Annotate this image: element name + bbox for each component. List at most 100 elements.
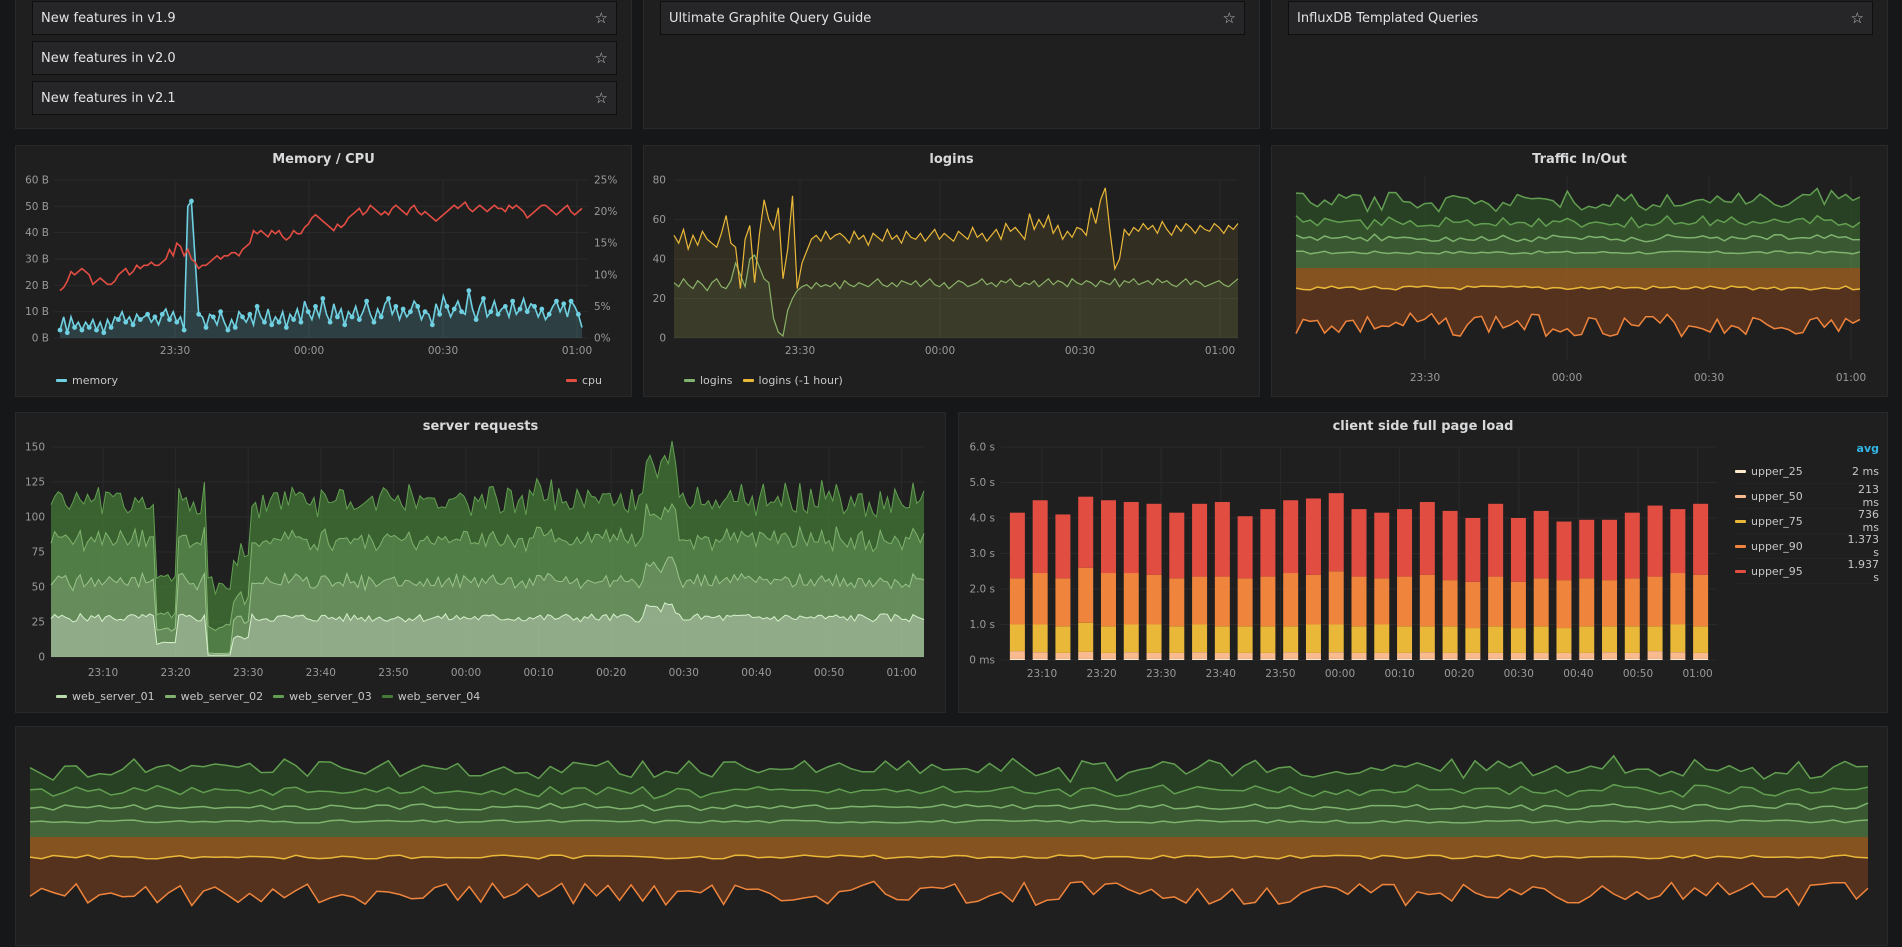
- legend-row[interactable]: upper_75 736 ms: [1735, 508, 1879, 534]
- y-tick-label: 3.0 s: [969, 548, 995, 560]
- legend-page-load: avg upper_25 2 ms upper_50 213 ms upper_…: [1735, 439, 1879, 584]
- x-tick-label: 00:50: [1623, 668, 1653, 680]
- panel-page-load[interactable]: client side full page load 0 ms 1.0 s 2.0 …: [958, 412, 1888, 713]
- upper_50-bar: [1693, 652, 1709, 659]
- upper_90-bar: [1009, 578, 1025, 625]
- y2-tick-label: 10%: [594, 269, 617, 281]
- legend-item[interactable]: memory: [56, 374, 118, 387]
- legend-row[interactable]: upper_25 2 ms: [1735, 459, 1879, 484]
- upper_90-bar: [1305, 574, 1321, 625]
- memory-point: [371, 319, 377, 325]
- panel-bottom-traffic[interactable]: [15, 726, 1888, 946]
- memory-point: [422, 309, 428, 315]
- upper_95-bar: [1624, 512, 1640, 579]
- legend-row[interactable]: upper_50 213 ms: [1735, 483, 1879, 509]
- y2-tick-label: 15%: [594, 238, 617, 250]
- panel-memory-cpu[interactable]: Memory / CPU 0 B 10 B 20 B 30 B 40 B 50 B 60 B…: [15, 145, 632, 397]
- memory-point: [196, 311, 202, 317]
- star-icon[interactable]: ☆: [1850, 8, 1864, 27]
- legend-label: web_server_02: [180, 690, 264, 703]
- series-swatch: [56, 695, 67, 698]
- legend-item[interactable]: web_server_03: [273, 690, 372, 703]
- memory-point: [451, 306, 457, 312]
- upper_90-bar: [1351, 576, 1367, 627]
- y-tick-label: 50 B: [25, 201, 49, 213]
- upper_75-bar: [1214, 626, 1230, 653]
- legend-item[interactable]: cpu: [566, 374, 602, 387]
- legend-header[interactable]: avg: [1856, 442, 1879, 455]
- star-icon[interactable]: ☆: [594, 88, 608, 107]
- upper_90-bar: [1647, 576, 1663, 627]
- star-icon[interactable]: ☆: [594, 48, 608, 67]
- link-v19[interactable]: New features in v1.9 ☆: [32, 1, 617, 35]
- legend-row[interactable]: upper_90 1.373 s: [1735, 533, 1879, 559]
- legend-avg: 2 ms: [1852, 464, 1879, 478]
- star-icon[interactable]: ☆: [594, 8, 608, 27]
- web_server_01-line: [50, 602, 925, 656]
- panel-server-requests[interactable]: server requests 0 25 50 75 100 125 150 23:10 23:…: [15, 412, 946, 713]
- series-swatch: [381, 695, 393, 698]
- upper_95-bar: [1602, 519, 1618, 581]
- logins-area: [674, 255, 1238, 338]
- upper_75-bar: [1078, 622, 1094, 652]
- upper_50-bar: [1374, 652, 1390, 659]
- upper_90-bar: [1693, 574, 1709, 627]
- upper_25-bar: [1078, 658, 1094, 660]
- x-tick-label: 01:00: [1682, 668, 1712, 680]
- upper_75-bar: [1351, 626, 1367, 653]
- upper_25-bar: [1100, 658, 1116, 660]
- upper_90-bar: [1670, 573, 1686, 625]
- link-v21[interactable]: New features in v2.1 ☆: [32, 81, 617, 115]
- upper_75-bar: [1488, 626, 1504, 653]
- memory-point: [218, 309, 224, 315]
- memory-point: [561, 301, 567, 307]
- legend-item[interactable]: web_server_02: [164, 690, 264, 703]
- memory-point: [481, 296, 486, 301]
- upper_25-bar: [1602, 658, 1618, 660]
- legend-item[interactable]: logins (-1 hour): [742, 374, 843, 387]
- memory-point: [524, 309, 530, 315]
- upper_95-bar: [1419, 502, 1435, 575]
- upper_95-bar: [1488, 503, 1504, 577]
- upper_50-bar: [1533, 652, 1549, 659]
- traffic-in-line: [1295, 250, 1861, 255]
- legend-memory: memory: [56, 374, 128, 387]
- legend-label: upper_25: [1751, 464, 1803, 478]
- memory-point: [554, 298, 559, 304]
- memory-point: [539, 306, 545, 312]
- memory-point: [152, 314, 158, 320]
- x-tick-label: 00:30: [428, 345, 458, 357]
- x-tick-label: 23:20: [160, 667, 190, 679]
- memory-point: [473, 317, 479, 322]
- legend-item[interactable]: web_server_04: [381, 690, 480, 703]
- panel-traffic[interactable]: Traffic In/Out 23:30 00:00 00:30 01:00: [1271, 145, 1888, 397]
- upper_95-bar: [1123, 502, 1139, 574]
- legend-item[interactable]: logins: [684, 374, 733, 387]
- traffic-out-area: [1296, 286, 1860, 337]
- star-icon[interactable]: ☆: [1222, 8, 1236, 27]
- upper_50-bar: [1123, 652, 1139, 659]
- y-tick-label: 60: [653, 214, 666, 226]
- upper_25-bar: [1419, 658, 1435, 660]
- memory-point: [349, 314, 355, 320]
- y-tick-label: 2.0 s: [969, 584, 995, 596]
- traffic-chart: 23:30 00:00 00:30 01:00: [1295, 176, 1866, 384]
- upper_50-bar: [1055, 652, 1071, 659]
- upper_25-bar: [1305, 658, 1321, 660]
- legend-item[interactable]: web_server_01: [56, 690, 155, 703]
- y-tick-label: 30 B: [25, 254, 49, 266]
- y-tick-label: 50: [32, 582, 45, 594]
- upper_75-bar: [1397, 626, 1413, 653]
- traffic-in-line: [29, 802, 1869, 812]
- series-swatch: [1735, 469, 1746, 473]
- x-tick-label: 00:30: [669, 667, 699, 679]
- link-v20[interactable]: New features in v2.0 ☆: [32, 41, 617, 75]
- panel-logins[interactable]: logins 0 20 40 60 80 23:30 00:00 00:30 01:00 log…: [643, 145, 1260, 397]
- memory-point: [108, 325, 114, 330]
- legend-row[interactable]: upper_95 1.937 s: [1735, 558, 1879, 584]
- upper_25-bar: [1442, 658, 1458, 660]
- legend-label: logins (-1 hour): [758, 374, 843, 387]
- link-influxdb-templated[interactable]: InfluxDB Templated Queries ☆: [1288, 1, 1873, 35]
- link-graphite-guide[interactable]: Ultimate Graphite Query Guide ☆: [660, 1, 1245, 35]
- traffic-out-area: [1296, 268, 1860, 290]
